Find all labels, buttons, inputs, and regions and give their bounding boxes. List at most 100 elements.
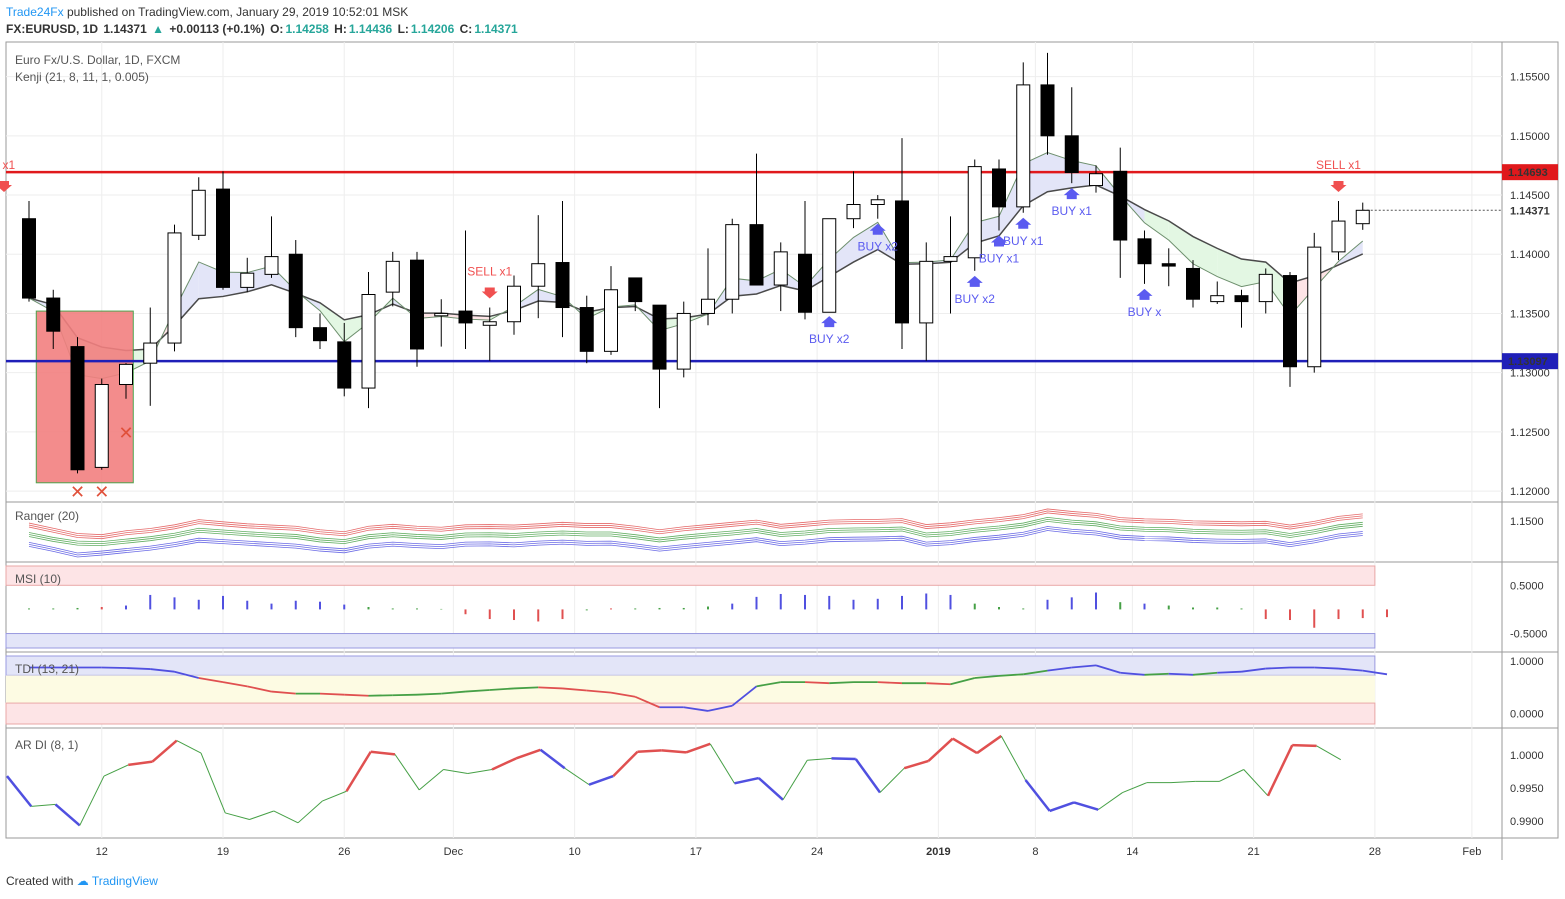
- ardi-line-segment: [1024, 779, 1051, 812]
- tdi-title: TDI (13, 21): [15, 662, 79, 676]
- candle-body: [482, 321, 497, 326]
- sell-arrow-icon: [1330, 180, 1347, 192]
- tdi-line-segment: [610, 691, 636, 698]
- tdi-line-segment: [198, 677, 224, 684]
- buy-arrow-icon: [966, 275, 983, 287]
- ardi-line-segment: [564, 767, 590, 786]
- candle-body: [1307, 246, 1322, 368]
- tdi-line-segment: [441, 690, 466, 695]
- y-tick-label: 1.12500: [1510, 427, 1550, 439]
- kenji-cloud-segment: [320, 302, 345, 342]
- ardi-line-segment: [249, 810, 274, 820]
- ardi-line-segment: [176, 740, 202, 754]
- level-badge-label: 1.13097: [1508, 356, 1548, 368]
- sell-signal-label: SELL x1: [467, 265, 512, 279]
- tdi-line-segment: [174, 670, 199, 679]
- tdi-line-segment: [1144, 672, 1169, 676]
- candle-body: [22, 218, 36, 299]
- candle-body: [676, 312, 691, 370]
- sell-arrow-icon: [0, 180, 12, 192]
- candle-body: [1161, 263, 1176, 267]
- created-with-label: Created with: [6, 874, 74, 888]
- candle-body: [337, 341, 352, 389]
- candle-body: [1210, 295, 1225, 303]
- candle-body: [240, 272, 255, 288]
- ardi-line-segment: [1316, 745, 1341, 761]
- ranger-line: [28, 530, 1363, 558]
- cross-marker-icon: ✕: [94, 482, 109, 503]
- candle-body: [458, 310, 473, 324]
- candle-body: [1355, 209, 1370, 225]
- tdi-line-segment: [707, 704, 733, 712]
- tdi-line-segment: [222, 681, 248, 688]
- ardi-line-segment: [418, 769, 444, 791]
- high-label: H:: [334, 22, 347, 36]
- candle-body: [943, 256, 958, 262]
- x-tick-label: Dec: [444, 846, 464, 858]
- candle-body: [870, 199, 885, 205]
- y-tick-label: 1.13000: [1510, 368, 1550, 380]
- tradingview-logo-icon[interactable]: ☁: [76, 874, 89, 888]
- candle-body: [628, 277, 643, 303]
- tdi-line-segment: [683, 706, 709, 712]
- x-tick-label: 26: [338, 846, 350, 858]
- candle-body: [701, 298, 715, 314]
- tdi-lower-band: [5, 702, 1376, 725]
- high-value: 1.14436: [348, 22, 393, 36]
- candle-body: [798, 253, 812, 313]
- tdi-y-tick: 1.0000: [1510, 656, 1544, 668]
- ardi-line-segment: [1000, 735, 1026, 781]
- tdi-line-segment: [950, 677, 975, 686]
- open-value: 1.14258: [285, 22, 329, 36]
- candle-body: [604, 289, 618, 352]
- ardi-line-segment: [1170, 780, 1196, 784]
- close-label: C:: [459, 22, 473, 36]
- ardi-line-segment: [273, 810, 299, 824]
- tdi-line-segment: [1023, 669, 1048, 676]
- x-tick-label: 2019: [926, 846, 950, 858]
- kenji-cloud-segment: [1144, 209, 1169, 241]
- ardi-line-segment: [807, 757, 832, 761]
- ardi-line-segment: [952, 737, 978, 755]
- level-badge: [1502, 353, 1558, 370]
- ardi-line-segment: [879, 767, 905, 793]
- kenji-fast-line: [28, 152, 1364, 380]
- tdi-line-segment: [513, 686, 539, 690]
- ranger-line: [28, 518, 1363, 545]
- tdi-line-segment: [998, 673, 1024, 677]
- x-tick-label: Feb: [1462, 846, 1481, 858]
- tdi-line-segment: [392, 693, 418, 697]
- ardi-line-segment: [200, 752, 226, 814]
- tdi-line-segment: [465, 689, 490, 693]
- ardi-line-segment: [685, 742, 711, 754]
- candle-body: [846, 204, 861, 220]
- buy-signal-label: BUY x1: [1003, 234, 1044, 248]
- candle-body: [579, 307, 594, 352]
- tdi-line-segment: [731, 685, 758, 707]
- candle-body: [264, 256, 279, 275]
- tdi-line-segment: [756, 681, 781, 688]
- sell-signal-label: SELL x1: [1316, 158, 1361, 172]
- tdi-line-segment: [538, 686, 563, 690]
- buy-signal-label: BUY x2: [809, 332, 850, 346]
- tdi-line-segment: [1168, 672, 1194, 676]
- sell-signal-label: L x1: [0, 158, 15, 172]
- candle-body: [94, 384, 109, 468]
- author-link[interactable]: Trade24Fx: [6, 5, 64, 19]
- tdi-mid-band: [6, 675, 1375, 704]
- candle-body: [725, 224, 740, 300]
- candle-body: [1016, 84, 1031, 208]
- tdi-line-segment: [125, 667, 151, 670]
- publish-header: Trade24Fx published on TradingView.com, …: [6, 5, 408, 19]
- ardi-line-segment: [637, 749, 662, 753]
- msi-lower-band: [5, 633, 1376, 649]
- candle-body: [773, 251, 788, 286]
- ardi-line-segment: [1097, 792, 1123, 811]
- tdi-line-segment: [1095, 664, 1121, 674]
- tradingview-link[interactable]: TradingView: [91, 874, 158, 888]
- ardi-line-segment: [661, 749, 687, 754]
- ardi-line-segment: [515, 748, 541, 760]
- tdi-line-segment: [586, 689, 612, 694]
- tdi-line-segment: [489, 687, 515, 691]
